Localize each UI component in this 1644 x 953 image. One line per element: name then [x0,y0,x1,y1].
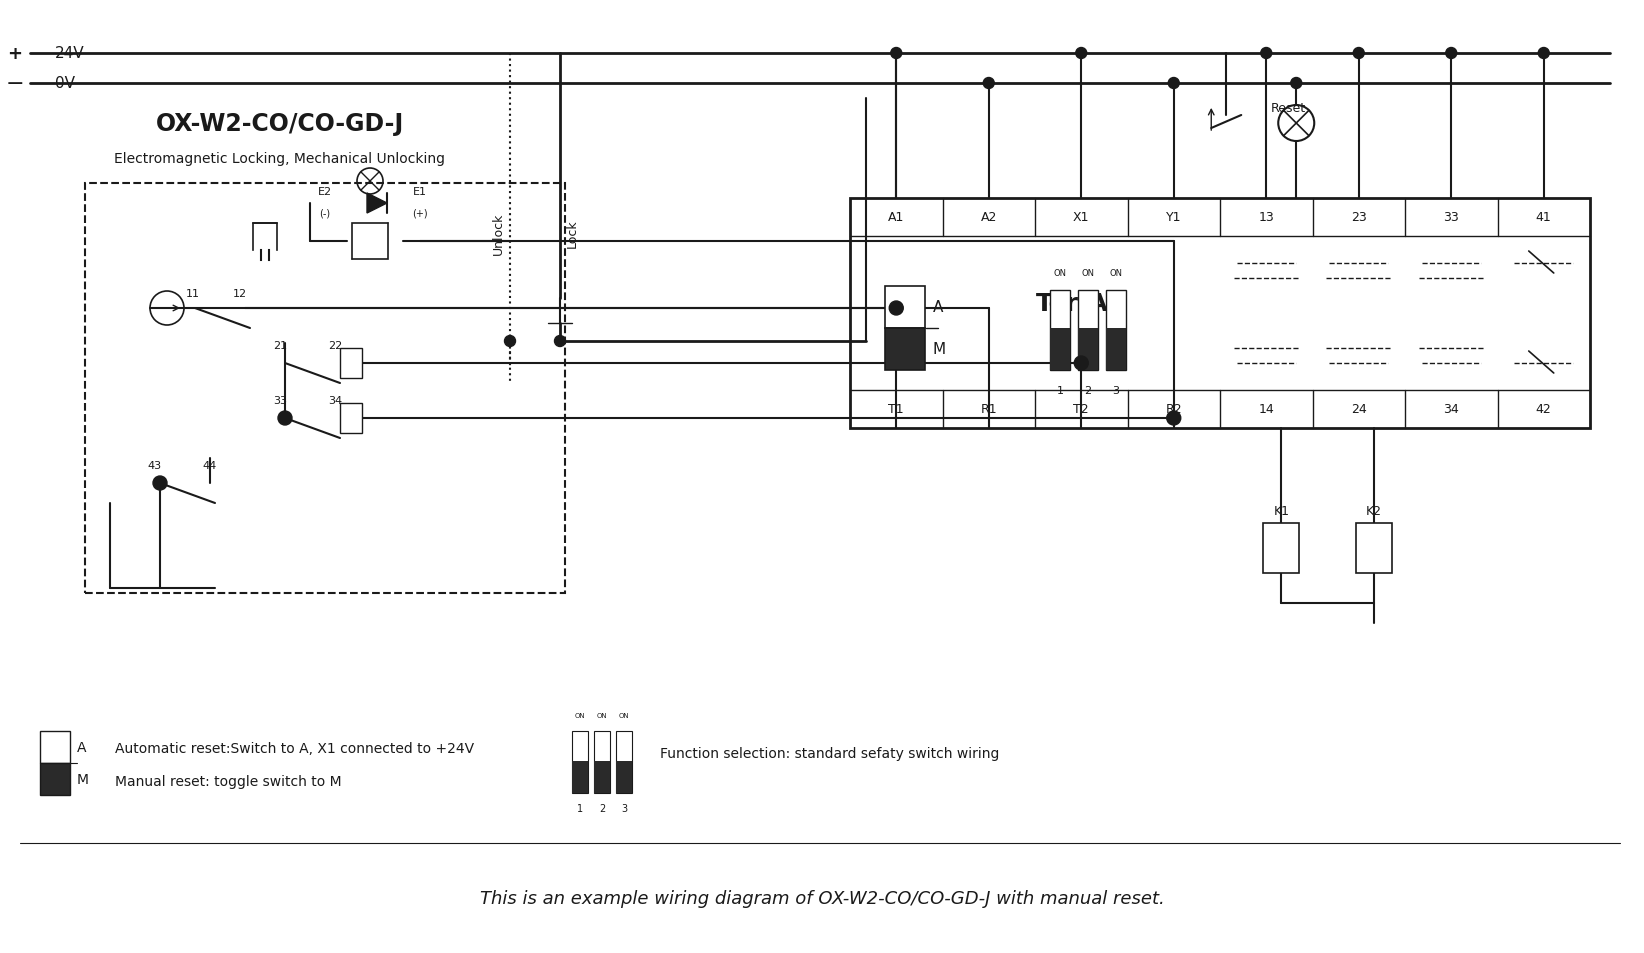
Bar [340,403,362,434]
Text: A2: A2 [980,212,996,224]
Text: 12: 12 [233,289,247,298]
Text: ON: ON [575,712,585,719]
Text: T1: T1 [888,403,904,416]
Circle shape [278,412,293,426]
Bar [1078,329,1098,371]
Text: 33: 33 [273,395,288,406]
Text: A: A [934,300,944,315]
Circle shape [505,336,516,347]
Bar [593,761,610,793]
Bar [340,349,362,378]
Text: ON: ON [1054,269,1067,278]
Text: ON: ON [618,712,630,719]
Text: E1: E1 [413,187,427,196]
Circle shape [1539,49,1549,59]
Text: K1: K1 [1272,505,1289,518]
Text: 42: 42 [1535,403,1552,416]
Text: 24: 24 [1351,403,1366,416]
Circle shape [1291,78,1302,90]
Text: M: M [77,772,89,786]
Bar [39,763,71,795]
Text: Manual reset: toggle switch to M: Manual reset: toggle switch to M [115,774,342,788]
Text: Y1: Y1 [1166,212,1182,224]
Circle shape [554,336,566,347]
Bar [884,287,926,329]
Text: Reset: Reset [1271,102,1307,115]
Circle shape [983,78,995,90]
Bar [39,731,71,763]
Circle shape [889,302,903,315]
Text: R1: R1 [980,403,996,416]
Circle shape [1167,412,1180,426]
Circle shape [1074,356,1088,371]
Bar [352,224,388,260]
Circle shape [1075,49,1087,59]
Text: 24V: 24V [54,47,84,61]
Text: 23: 23 [1351,212,1366,224]
Text: X1: X1 [1074,212,1090,224]
Bar [1106,329,1126,371]
Circle shape [153,476,168,491]
Text: 2: 2 [598,803,605,813]
Bar [1356,523,1392,574]
Circle shape [1445,49,1457,59]
Circle shape [1353,49,1365,59]
Bar [616,731,631,793]
Text: E2: E2 [317,187,332,196]
Circle shape [1169,78,1179,90]
Bar [616,761,631,793]
Text: 3: 3 [1113,386,1120,395]
Text: A1: A1 [888,212,904,224]
Text: Ter-A: Ter-A [1036,292,1108,315]
Bar [572,761,589,793]
Circle shape [891,49,903,59]
Text: This is an example wiring diagram of OX-W2-CO/CO-GD-J with manual reset.: This is an example wiring diagram of OX-… [480,889,1164,907]
Text: 21: 21 [273,340,288,351]
Text: Automatic reset:Switch to A, X1 connected to +24V: Automatic reset:Switch to A, X1 connecte… [115,741,473,755]
Text: ON: ON [1110,269,1123,278]
Text: ON: ON [1082,269,1095,278]
Bar [1263,523,1299,574]
Text: 1: 1 [1057,386,1064,395]
Circle shape [1261,49,1272,59]
Bar [850,199,1590,429]
Text: 1: 1 [577,803,584,813]
Bar [1051,329,1070,371]
Bar [884,329,926,371]
Text: 43: 43 [148,460,163,471]
Bar [1078,291,1098,371]
Text: Lock: Lock [566,219,579,248]
Text: ON: ON [597,712,607,719]
Text: Function selection: standard sefaty switch wiring: Function selection: standard sefaty swit… [659,746,1000,760]
Text: 22: 22 [327,340,342,351]
Text: 3: 3 [621,803,626,813]
Polygon shape [367,193,386,213]
Text: 44: 44 [202,460,217,471]
Bar [1106,291,1126,371]
Text: −: − [5,74,25,94]
Text: 0V: 0V [54,76,76,91]
Text: T2: T2 [1074,403,1088,416]
Text: 41: 41 [1535,212,1552,224]
Text: Electromagnetic Locking, Mechanical Unlocking: Electromagnetic Locking, Mechanical Unlo… [115,152,446,166]
Text: (-): (-) [319,209,330,219]
Text: (+): (+) [413,209,427,219]
Text: A: A [77,740,87,754]
Text: 34: 34 [327,395,342,406]
Text: 2: 2 [1085,386,1092,395]
Text: Unlock: Unlock [492,213,505,254]
Text: 33: 33 [1443,212,1460,224]
Text: R2: R2 [1166,403,1182,416]
Bar [1051,291,1070,371]
Text: 11: 11 [186,289,201,298]
Text: K2: K2 [1366,505,1381,518]
Text: OX-W2-CO/CO-GD-J: OX-W2-CO/CO-GD-J [156,112,404,136]
Bar [572,731,589,793]
Text: +: + [8,45,23,63]
Text: 13: 13 [1258,212,1274,224]
Text: M: M [934,342,947,357]
Text: 34: 34 [1443,403,1460,416]
Text: 14: 14 [1258,403,1274,416]
Bar [593,731,610,793]
